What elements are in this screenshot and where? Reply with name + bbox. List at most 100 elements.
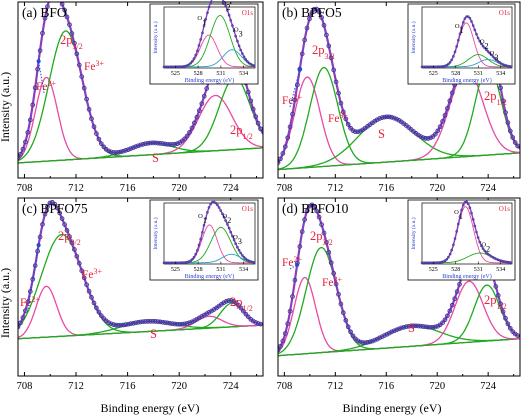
x-tick-label: 720: [429, 381, 445, 392]
inset-data-point: [194, 53, 197, 57]
data-point: [233, 300, 239, 306]
inset-data-point: [237, 249, 241, 252]
data-point: [101, 144, 107, 150]
data-point: [445, 313, 450, 319]
data-point: [23, 308, 28, 313]
inset-component-label: O3: [233, 234, 242, 246]
inset-data-point: [443, 259, 447, 263]
data-point: [340, 310, 346, 316]
inset-x-tick-label: 525: [171, 71, 180, 77]
inset-data-point: [196, 49, 199, 53]
data-point: [106, 148, 112, 154]
inset-data-point: [176, 65, 179, 68]
data-point: [432, 324, 438, 330]
subscript: 1/2: [243, 304, 253, 313]
subscript: 3/2: [325, 52, 335, 61]
inset-data-point: [456, 222, 460, 226]
inset-data-point: [202, 224, 206, 227]
data-point: [162, 141, 168, 147]
data-point: [418, 134, 424, 139]
x-tick-label: 712: [327, 381, 343, 392]
inset-data-point: [422, 65, 426, 69]
data-point: [69, 240, 75, 246]
inset-data-point: [197, 44, 201, 47]
data-point: [170, 142, 175, 147]
satellite-label: S: [150, 327, 157, 341]
data-point: [89, 295, 94, 300]
inset-plot-frame: [421, 6, 513, 69]
data-point: [30, 102, 36, 108]
data-point: [377, 335, 382, 341]
inset-component-label: O2: [223, 213, 232, 225]
p32-label: 2p3/2: [310, 229, 333, 247]
data-point: [157, 140, 163, 146]
data-point: [287, 308, 293, 314]
data-point: [432, 131, 438, 137]
data-point: [435, 128, 441, 134]
inset-data-point: [226, 223, 229, 226]
inset-data-point: [448, 60, 452, 64]
inset-data-point: [489, 53, 493, 57]
fe2-pointer: [38, 61, 45, 94]
inset-data-point: [488, 51, 492, 55]
data-point: [172, 321, 178, 327]
inset-data-point: [241, 52, 244, 55]
data-point: [165, 320, 170, 326]
inset-data-point: [471, 218, 475, 221]
data-point: [319, 222, 324, 227]
data-point: [391, 328, 397, 334]
inset-data-point: [242, 255, 246, 259]
data-point: [418, 323, 424, 329]
inset-data-point: [468, 206, 472, 209]
data-point: [94, 131, 99, 136]
inset-data-point: [239, 251, 242, 255]
data-point: [147, 318, 153, 324]
data-point: [128, 321, 134, 327]
inset-data-point: [447, 62, 450, 66]
data-point: [42, 15, 48, 21]
panels: 708 712 716 720 724(a) BFOFe2+Fe3+2p3/22p1/2…: [17, 0, 521, 392]
inset-data-point: [491, 55, 495, 58]
data-point: [52, 201, 58, 207]
subscript: 1: [460, 25, 464, 34]
inset-data-point: [192, 57, 196, 60]
data-point: [32, 85, 38, 91]
p32-label: 2p3/2: [60, 33, 83, 51]
data-point: [295, 82, 300, 88]
inset-data-point: [461, 20, 465, 24]
data-point: [108, 149, 114, 155]
data-point: [367, 339, 373, 345]
inset-data-point: [242, 55, 246, 59]
inset-frame: [149, 3, 259, 85]
data-point: [54, 205, 60, 211]
data-point: [96, 136, 102, 142]
inset-data-point: [252, 260, 256, 264]
inset-data-point: [425, 261, 429, 265]
inset-x-label: Binding energy (eV): [185, 273, 235, 280]
inset-data-point: [458, 32, 462, 36]
inset-data-point: [219, 209, 222, 212]
data-point: [174, 141, 180, 147]
chart-panel: 708 712 716 720 724 (b) BPFO5 Fe2+ Fe3+ 2p3/2 2p1…: [276, 1, 521, 194]
data-point: [20, 315, 26, 320]
inset-envelope: [164, 0, 256, 68]
subscript: 3/2: [71, 238, 81, 247]
inset-x-tick-label: 534: [496, 71, 505, 77]
inset-data-point: [169, 65, 172, 69]
data-point: [72, 40, 77, 46]
superscript: 3+: [334, 275, 343, 284]
inset-y-label: Intensity (a.u.): [410, 21, 417, 53]
inset-data-point: [496, 59, 500, 63]
data-point: [394, 116, 399, 122]
data-point: [125, 321, 131, 327]
data-point: [362, 340, 368, 346]
inset-data-point: [450, 248, 454, 252]
x-tick-label: 720: [171, 381, 187, 392]
data-point: [255, 120, 261, 126]
inset-data-point: [191, 257, 194, 261]
data-point: [350, 333, 356, 339]
data-point: [297, 244, 303, 249]
data-point: [133, 144, 138, 150]
data-point: [299, 229, 305, 234]
p12-label: 2p1/2: [230, 123, 253, 141]
